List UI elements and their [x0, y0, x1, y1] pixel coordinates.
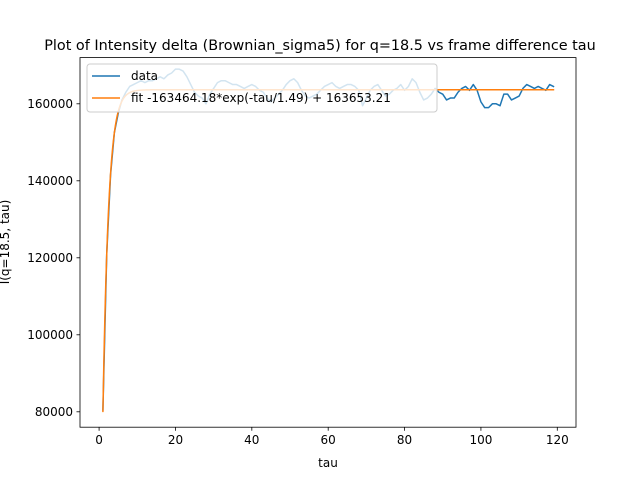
x-tick-label: 40 [244, 433, 259, 447]
legend-box [86, 63, 438, 113]
x-tick-label: 100 [469, 433, 492, 447]
y-tick-label: 120000 [27, 251, 73, 265]
y-tick-label: 100000 [27, 328, 73, 342]
x-axis-label: tau [318, 456, 338, 470]
legend-label-data: data [131, 69, 158, 83]
y-axis-label: I(q=18.5, tau) [0, 200, 12, 285]
y-tick-label: 80000 [35, 405, 73, 419]
x-tick-label: 80 [397, 433, 412, 447]
legend: data fit -163464.18*exp(-tau/1.49) + 163… [86, 63, 438, 113]
chart-title: Plot of Intensity delta (Brownian_sigma5… [44, 38, 596, 54]
y-tick-label: 140000 [27, 174, 73, 188]
x-tick-label: 120 [546, 433, 569, 447]
x-axis-ticks: 0 20 40 60 80 100 120 [95, 427, 569, 447]
x-tick-label: 60 [321, 433, 336, 447]
x-tick-label: 20 [168, 433, 183, 447]
y-tick-label: 160000 [27, 97, 73, 111]
legend-label-fit: fit -163464.18*exp(-tau/1.49) + 163653.2… [131, 91, 391, 105]
y-axis-ticks: 80000 100000 120000 140000 160000 [27, 97, 80, 419]
x-tick-label: 0 [95, 433, 103, 447]
